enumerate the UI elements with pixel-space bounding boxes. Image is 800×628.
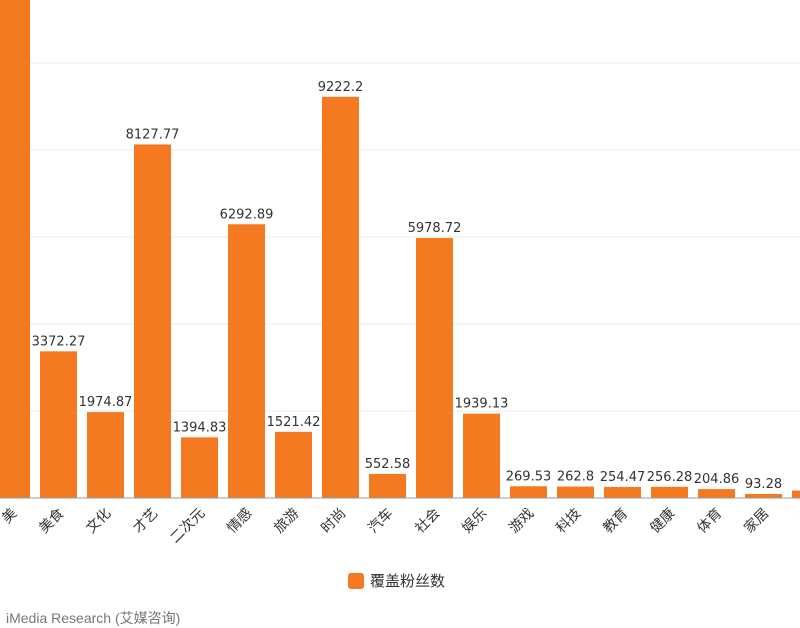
category-label: 美食 <box>36 505 68 537</box>
category-label: 旅游 <box>271 506 302 537</box>
bar[interactable] <box>275 431 312 498</box>
bar[interactable] <box>40 351 77 498</box>
category-label: 家居 <box>741 505 773 537</box>
value-label: 1974.87 <box>79 395 133 410</box>
category-label: 美 <box>0 506 20 527</box>
value-label: 256.28 <box>647 470 693 485</box>
category-label: 情感 <box>224 505 256 537</box>
value-label: 254.47 <box>600 470 646 485</box>
bar[interactable] <box>416 237 453 499</box>
value-label: 262.8 <box>557 470 594 485</box>
value-label: 9222.2 <box>318 80 364 95</box>
category-label: 萌 <box>798 506 800 527</box>
value-label: 204.86 <box>694 472 740 487</box>
category-label: 健康 <box>647 505 679 537</box>
bar[interactable] <box>134 144 171 498</box>
value-label: 8127.77 <box>126 127 180 142</box>
bar[interactable] <box>228 224 265 498</box>
value-label: 1394.83 <box>173 420 227 435</box>
value-label: 1939.13 <box>455 397 509 412</box>
bar[interactable] <box>0 0 30 498</box>
value-label: 1521.42 <box>267 415 321 430</box>
bar[interactable] <box>698 489 735 498</box>
value-label: 5978.72 <box>408 221 462 236</box>
value-label: 93.28 <box>745 477 782 492</box>
category-label: 科技 <box>553 506 584 537</box>
value-labels: 501.473372.271974.878127.771394.836292.8… <box>32 80 782 492</box>
legend-label: 覆盖粉丝数 <box>370 572 446 590</box>
bar[interactable] <box>181 437 218 498</box>
category-label: 体育 <box>694 506 725 537</box>
category-label: 教育 <box>600 506 631 537</box>
value-label: 552.58 <box>365 457 411 472</box>
category-label: 游戏 <box>506 506 537 537</box>
bar[interactable] <box>510 486 547 498</box>
category-label: 社会 <box>412 506 443 537</box>
value-label: 269.53 <box>506 469 552 484</box>
value-label: 3372.27 <box>32 334 86 349</box>
bar[interactable] <box>745 493 782 498</box>
category-label: 才艺 <box>130 506 161 537</box>
bars <box>0 0 800 499</box>
value-label: 6292.89 <box>220 207 274 222</box>
source-note: iMedia Research (艾媒咨询) <box>6 610 181 626</box>
bar[interactable] <box>322 96 359 499</box>
bar[interactable] <box>369 473 406 498</box>
category-label: 文化 <box>83 506 114 537</box>
legend[interactable]: 覆盖粉丝数 <box>348 570 445 591</box>
bar[interactable] <box>87 412 124 498</box>
category-label: 时尚 <box>318 506 349 537</box>
bar[interactable] <box>604 486 641 498</box>
category-label: 二次元 <box>167 506 208 547</box>
legend-swatch-icon <box>348 572 364 589</box>
bar[interactable] <box>557 486 594 498</box>
bar[interactable] <box>463 413 500 498</box>
category-label: 娱乐 <box>459 506 490 537</box>
category-label: 汽车 <box>365 505 397 537</box>
bar-chart: 501.473372.271974.878127.771394.836292.8… <box>0 0 800 547</box>
bar[interactable] <box>792 490 800 498</box>
bar[interactable] <box>651 486 688 498</box>
